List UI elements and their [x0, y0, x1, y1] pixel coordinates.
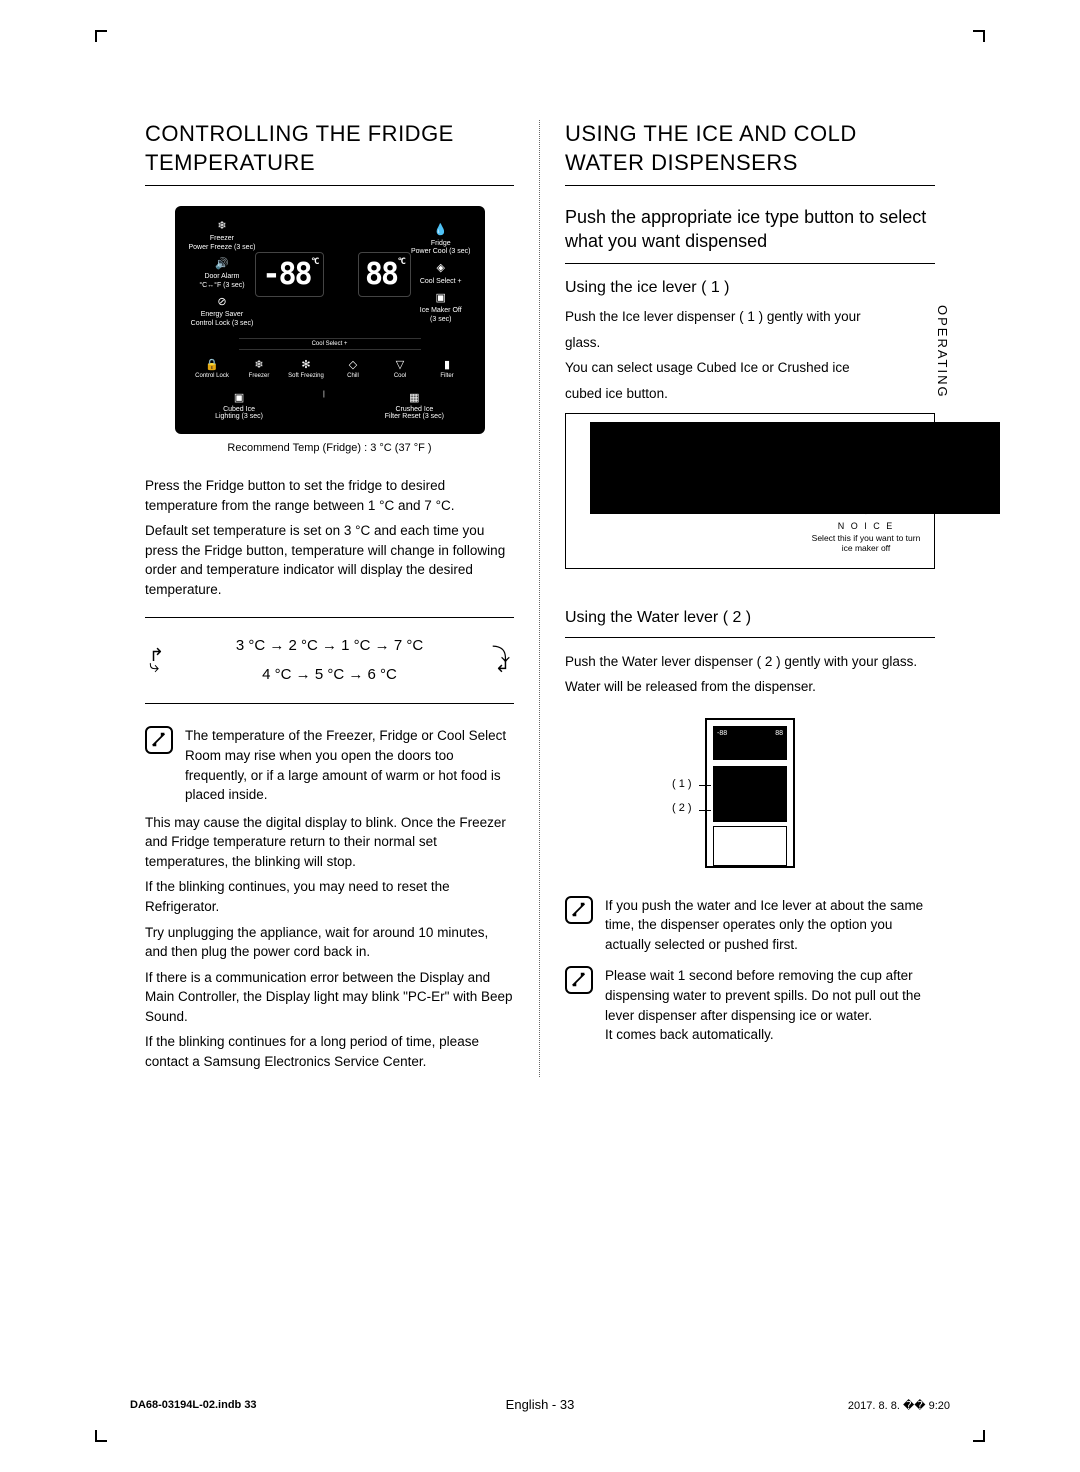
note-text-3b: It comes back automatically.	[605, 1027, 774, 1042]
freezer-label: Freezer	[210, 235, 234, 242]
cubed-ice-panel-sub: Lighting (3 sec)	[215, 413, 263, 420]
ice-para-line4: cubed ice button.	[565, 384, 935, 404]
freezer-small-label: Freezer	[249, 373, 270, 379]
power-cool-label: Power Cool (3 sec)	[411, 248, 471, 255]
energy-saver-label: Energy Saver	[201, 311, 243, 318]
sub-heading-push-button: Push the appropriate ice type button to …	[565, 206, 935, 253]
cool-select-header: Cool Select +	[239, 338, 421, 350]
note-icon	[565, 966, 593, 994]
fridge-label: Fridge	[431, 240, 451, 247]
heading-dispensers: USING THE ICE AND COLD WATER DISPENSERS	[565, 120, 935, 186]
no-ice-sublabel: Select this if you want to turn ice make…	[808, 533, 924, 553]
note-text-1b: This may cause the digital display to bl…	[145, 813, 514, 872]
cycle-line-2: 4 °C → 5 °C → 6 °C	[262, 666, 397, 683]
crushed-ice-panel-sub: Filter Reset (3 sec)	[385, 413, 444, 420]
water-para-2: Water will be released from the dispense…	[565, 677, 935, 697]
soft-freeze-icon: ✻	[283, 358, 330, 371]
note-simultaneous-push: If you push the water and Ice lever at a…	[565, 896, 935, 955]
power-freeze-label: Power Freeze (3 sec)	[189, 244, 256, 251]
alarm-icon: 🔊	[189, 258, 256, 271]
redaction-overlay	[590, 422, 1000, 514]
fridge-temp-display: 88°C	[358, 252, 411, 297]
note-text-2: If you push the water and Ice lever at a…	[605, 896, 935, 955]
note-text-1: The temperature of the Freezer, Fridge o…	[185, 726, 514, 804]
freezer-small-icon: ❄	[236, 358, 283, 371]
lock-icon: 🔒	[189, 358, 236, 371]
cycle-line-1: 3 °C → 2 °C → 1 °C → 7 °C	[236, 637, 423, 654]
freezer-temp-display: -88°C	[255, 252, 324, 297]
no-ice-label: N O I C E	[808, 521, 924, 531]
note-wait-removing: Please wait 1 second before removing the…	[565, 966, 935, 1044]
water-para-1: Push the Water lever dispenser ( 2 ) gen…	[565, 652, 935, 672]
chill-label: Chill	[347, 373, 359, 379]
cubed-ice-panel-label: Cubed Ice	[223, 406, 255, 413]
page-content: CONTROLLING THE FRIDGE TEMPERATURE ❄ Free…	[60, 120, 1020, 1077]
cool-icon: ▽	[377, 358, 424, 371]
left-column: CONTROLLING THE FRIDGE TEMPERATURE ❄ Free…	[130, 120, 540, 1077]
door-alarm-sub: °C↔°F (3 sec)	[199, 282, 244, 289]
filter-icon: ▮	[424, 358, 471, 371]
energy-saver-sub: Control Lock (3 sec)	[191, 320, 254, 327]
ice-para-line3: You can select usage Cubed Ice or Crushe…	[565, 358, 935, 378]
para-default-temp: Default set temperature is set on 3 °C a…	[145, 521, 514, 599]
note-text-3a: Please wait 1 second before removing the…	[605, 968, 921, 1022]
lever-2-label: ( 2 )	[672, 802, 692, 814]
ice-para-line2: glass.	[565, 333, 935, 353]
using-ice-lever-heading: Using the ice lever ( 1 )	[565, 279, 935, 297]
ice-maker-off-label: Ice Maker Off	[420, 307, 462, 314]
note-icon	[145, 726, 173, 754]
footer-filename: DA68-03194L-02.indb 33	[130, 1399, 257, 1412]
dispenser-mini-panel	[713, 726, 787, 760]
note-temperature-rise: The temperature of the Freezer, Fridge o…	[145, 726, 514, 804]
divider	[565, 263, 935, 264]
footer-date: 2017. 8. 8. �� 9:20	[848, 1399, 950, 1412]
note-text-1c: If the blinking continues, you may need …	[145, 877, 514, 916]
divider	[565, 637, 935, 638]
dispenser-diagram: ( 1 ) ( 2 )	[705, 718, 795, 868]
control-panel-illustration: ❄ Freezer Power Freeze (3 sec) 🔊 Door Alarm…	[175, 206, 485, 434]
panel-icon-row: 🔒 Control Lock ❄ Freezer ✻ Soft Freezing ◇ C…	[189, 358, 471, 379]
side-tab-operating: OPERATING	[935, 305, 950, 399]
lever-1-label: ( 1 )	[672, 778, 692, 790]
dispenser-tray	[713, 826, 787, 866]
ice-maker-off-sub: (3 sec)	[430, 316, 451, 323]
right-column: OPERATING USING THE ICE AND COLD WATER D…	[540, 120, 950, 1077]
temp-cycle-diagram: ↱ 3 °C → 2 °C → 1 °C → 7 °C ⤵ ⤷ 4 °C → 5…	[145, 617, 514, 704]
control-lock-label: Control Lock	[195, 373, 229, 379]
ice-para-line1: Push the Ice lever dispenser ( 1 ) gentl…	[565, 307, 935, 327]
dispenser-opening	[713, 766, 787, 822]
ice-off-icon: ▣	[411, 292, 471, 305]
cubed-ice-panel-icon: ▣	[215, 391, 263, 404]
heading-fridge-temp: CONTROLLING THE FRIDGE TEMPERATURE	[145, 120, 514, 186]
note-icon	[565, 896, 593, 924]
energy-icon: ⊘	[189, 296, 256, 309]
footer-meta: DA68-03194L-02.indb 33 2017. 8. 8. �� 9:…	[130, 1399, 950, 1412]
recommend-temp-caption: Recommend Temp (Fridge) : 3 °C (37 °F )	[145, 442, 514, 454]
note-text-1d: Try unplugging the appliance, wait for a…	[145, 923, 514, 962]
note-text-1e: If there is a communication error betwee…	[145, 968, 514, 1027]
filter-label: Filter	[440, 373, 453, 379]
soft-freeze-label: Soft Freezing	[288, 373, 324, 379]
para-set-temp: Press the Fridge button to set the fridg…	[145, 476, 514, 515]
crushed-ice-panel-icon: ▦	[385, 391, 444, 404]
note-text-1f: If the blinking continues for a long per…	[145, 1032, 514, 1071]
using-water-lever-heading: Using the Water lever ( 2 )	[565, 609, 935, 627]
cool-label: Cool	[394, 373, 406, 379]
cool-select-label: Cool Select +	[420, 278, 462, 285]
crushed-ice-panel-label: Crushed Ice	[395, 406, 433, 413]
cool-select-icon: ◈	[411, 262, 471, 275]
freezer-icon: ❄	[189, 220, 256, 233]
fridge-icon: 💧	[411, 224, 471, 237]
door-alarm-label: Door Alarm	[204, 273, 239, 280]
chill-icon: ◇	[330, 358, 377, 371]
